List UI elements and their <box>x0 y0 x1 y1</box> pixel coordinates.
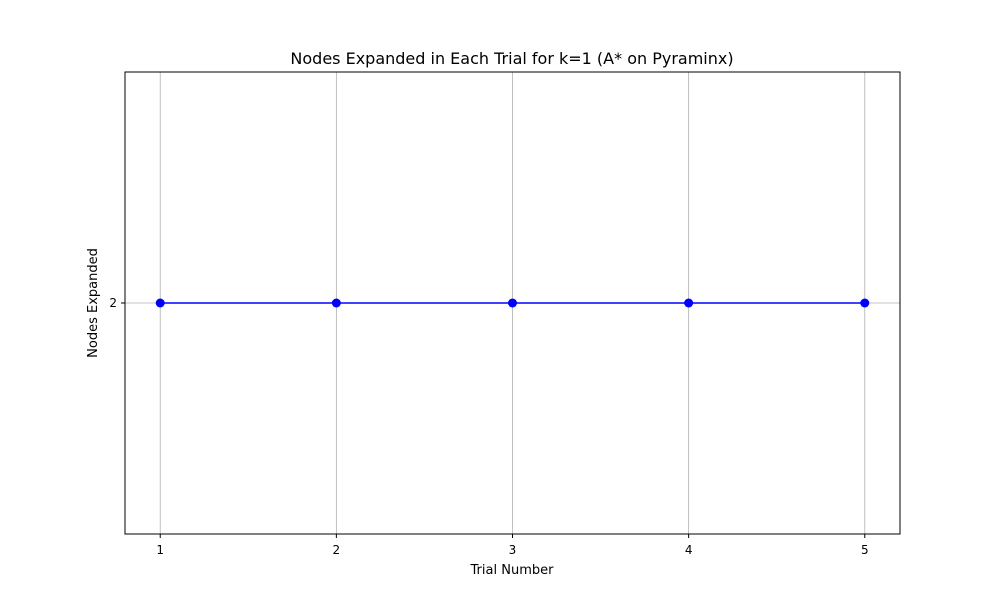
x-tick-label: 5 <box>861 543 869 557</box>
x-tick-label: 1 <box>156 543 164 557</box>
axis-ticks: 1 2 3 4 5 2 <box>109 296 868 557</box>
data-point-marker <box>508 298 517 308</box>
series-layer <box>155 298 870 308</box>
y-tick-label: 2 <box>109 296 117 310</box>
x-tick-label: 2 <box>333 543 341 557</box>
x-tick-label: 3 <box>509 543 517 557</box>
data-point-marker <box>331 298 341 308</box>
data-point-marker <box>684 298 694 308</box>
data-point-marker <box>860 298 870 308</box>
x-axis-label: Trial Number <box>470 563 555 578</box>
x-tick-label: 4 <box>685 543 693 557</box>
y-axis-label: Nodes Expanded <box>86 248 101 358</box>
data-point-marker <box>155 298 165 308</box>
chart-title: Nodes Expanded in Each Trial for k=1 (A*… <box>290 49 733 68</box>
